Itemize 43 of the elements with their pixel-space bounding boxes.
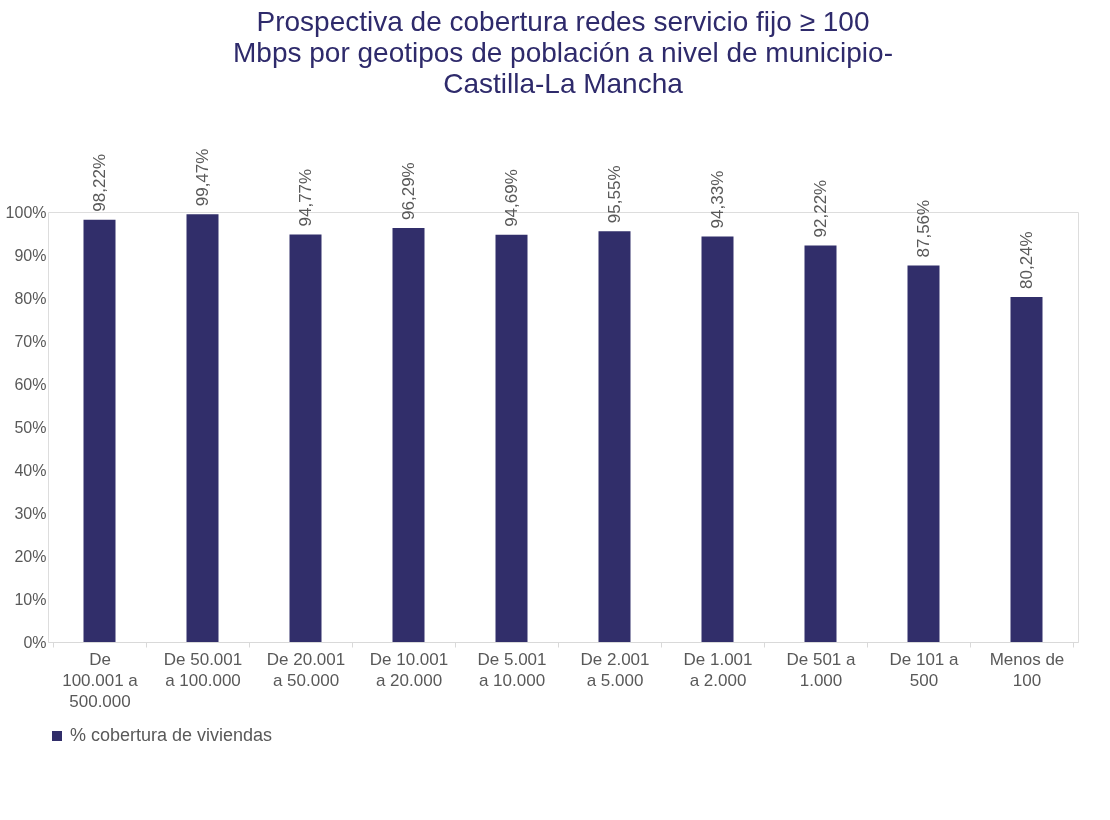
x-tick-label: De 501 a 1.000 — [786, 649, 857, 690]
data-label: 98,22% — [89, 153, 109, 212]
data-label: 80,24% — [1016, 231, 1036, 289]
bar — [598, 231, 631, 642]
legend-label: % cobertura de viviendas — [70, 725, 273, 745]
data-label: 96,29% — [398, 162, 418, 220]
y-tick-label: 60% — [14, 375, 47, 393]
y-tick-label: 90% — [14, 246, 47, 264]
y-tick-label: 70% — [14, 332, 47, 350]
x-tick-label: De 50.001 a 100.000 — [163, 649, 243, 690]
x-tick-label: De 20.001 a 50.000 — [266, 649, 346, 690]
x-tick-label: De 5.001 a 10.000 — [477, 649, 547, 690]
data-label: 99,47% — [192, 148, 212, 207]
bar — [1010, 296, 1043, 642]
y-tick-label: 20% — [14, 547, 47, 565]
chart-title: Prospectiva de cobertura redes servicio fijo ≥ 100 Mbps por geotipos de población a nivel de municipio- Castilla-La Mancha — [233, 5, 893, 99]
data-label: 94,33% — [707, 170, 727, 229]
y-tick-label: 100% — [5, 203, 47, 221]
bar — [907, 265, 940, 642]
y-tick-label: 0% — [23, 633, 47, 651]
x-tick-label: De 101 a 500 — [889, 649, 960, 690]
y-tick-label: 50% — [14, 418, 47, 436]
bar — [495, 234, 528, 642]
data-label: 87,56% — [913, 199, 933, 258]
x-tick-label: Menos de 100 — [989, 649, 1065, 690]
y-tick-label: 30% — [14, 504, 47, 522]
x-tick-label: De 1.001 a 2.000 — [683, 649, 753, 690]
data-label: 92,22% — [810, 179, 830, 238]
bar — [289, 234, 322, 642]
x-tick-label: De 2.001 a 5.000 — [580, 649, 650, 690]
bar — [392, 227, 425, 642]
x-tick-label: De 10.001 a 20.000 — [369, 649, 449, 690]
x-tick-label: De 100.001 a 500.000 — [62, 649, 139, 711]
bar — [83, 219, 116, 642]
bar — [701, 236, 734, 642]
y-tick-label: 80% — [14, 289, 47, 307]
data-label: 94,69% — [501, 169, 521, 227]
y-tick-label: 10% — [14, 590, 47, 608]
data-label: 95,55% — [604, 165, 624, 224]
bar — [804, 245, 837, 642]
bar — [186, 214, 219, 642]
y-tick-label: 40% — [14, 461, 47, 479]
data-label: 94,77% — [295, 168, 315, 227]
